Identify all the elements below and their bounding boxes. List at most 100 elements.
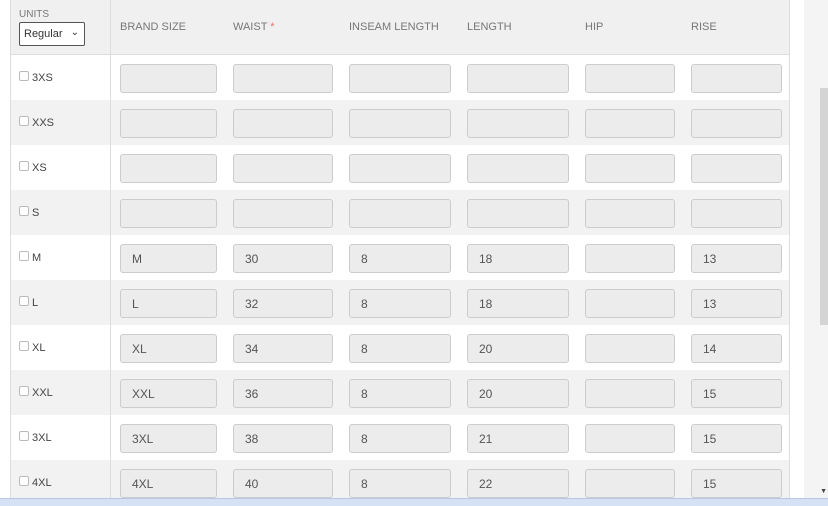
waist-input[interactable]: 38 [233, 424, 333, 453]
waist-input[interactable]: 32 [233, 289, 333, 318]
size-checkbox[interactable] [19, 431, 29, 441]
inseam-length-input[interactable] [349, 199, 451, 228]
scrollbar-thumb[interactable] [820, 88, 828, 325]
waist-input[interactable]: 30 [233, 244, 333, 273]
inseam-length-input[interactable]: 8 [349, 469, 451, 498]
hip-input[interactable] [585, 199, 675, 228]
inseam-length-input[interactable] [349, 154, 451, 183]
header-length: LENGTH [467, 21, 512, 33]
size-label: 3XS [32, 72, 53, 84]
header-hip: HIP [585, 21, 604, 33]
inseam-length-input[interactable]: 8 [349, 244, 451, 273]
size-checkbox[interactable] [19, 476, 29, 486]
waist-input[interactable] [233, 199, 333, 228]
length-input[interactable]: 18 [467, 244, 569, 273]
waist-input[interactable]: 40 [233, 469, 333, 498]
bottom-bar [0, 498, 828, 506]
rise-input[interactable]: 15 [691, 379, 782, 408]
size-label: XL [32, 342, 46, 354]
header-brand-size: BRAND SIZE [120, 21, 187, 33]
hip-input[interactable] [585, 109, 675, 138]
size-label: S [32, 207, 40, 219]
rise-input[interactable] [691, 154, 782, 183]
inseam-length-input[interactable]: 8 [349, 424, 451, 453]
length-input[interactable] [467, 154, 569, 183]
waist-input[interactable] [233, 109, 333, 138]
table-row: XS [11, 145, 789, 190]
rise-input[interactable] [691, 64, 782, 93]
brand-size-input[interactable]: 3XL [120, 424, 217, 453]
length-input[interactable]: 21 [467, 424, 569, 453]
brand-size-input[interactable]: M [120, 244, 217, 273]
table-row: 3XL 3XL 38 8 21 15 [11, 415, 789, 460]
rise-input[interactable]: 15 [691, 469, 782, 498]
size-label: XXL [32, 387, 53, 399]
hip-input[interactable] [585, 154, 675, 183]
length-input[interactable]: 20 [467, 334, 569, 363]
units-selected: Regular [24, 28, 63, 40]
inseam-length-input[interactable] [349, 64, 451, 93]
size-checkbox[interactable] [19, 386, 29, 396]
required-mark: * [270, 21, 275, 33]
brand-size-input[interactable]: XXL [120, 379, 217, 408]
table-row: 4XL 4XL 40 8 22 15 [11, 460, 789, 498]
column-divider [110, 0, 111, 498]
hip-input[interactable] [585, 379, 675, 408]
inseam-length-input[interactable]: 8 [349, 379, 451, 408]
rise-input[interactable] [691, 199, 782, 228]
waist-input[interactable]: 36 [233, 379, 333, 408]
hip-input[interactable] [585, 334, 675, 363]
header-waist-label: WAIST [233, 21, 268, 33]
waist-input[interactable] [233, 154, 333, 183]
size-label: M [32, 252, 42, 264]
table-row: XXS [11, 100, 789, 145]
rise-input[interactable]: 13 [691, 289, 782, 318]
size-checkbox[interactable] [19, 296, 29, 306]
inseam-length-input[interactable]: 8 [349, 289, 451, 318]
inseam-length-input[interactable] [349, 109, 451, 138]
length-input[interactable] [467, 109, 569, 138]
rise-input[interactable]: 14 [691, 334, 782, 363]
chevron-down-icon: ⌄ [70, 27, 79, 38]
brand-size-input[interactable] [120, 64, 217, 93]
length-input[interactable] [467, 199, 569, 228]
length-input[interactable]: 20 [467, 379, 569, 408]
brand-size-input[interactable]: XL [120, 334, 217, 363]
hip-input[interactable] [585, 289, 675, 318]
table-row: L L 32 8 18 13 [11, 280, 789, 325]
rise-input[interactable]: 13 [691, 244, 782, 273]
brand-size-input[interactable]: 4XL [120, 469, 217, 498]
hip-input[interactable] [585, 64, 675, 93]
rise-input[interactable]: 15 [691, 424, 782, 453]
size-checkbox[interactable] [19, 206, 29, 216]
waist-input[interactable] [233, 64, 333, 93]
inseam-length-input[interactable]: 8 [349, 334, 451, 363]
size-checkbox[interactable] [19, 341, 29, 351]
scrollbar[interactable]: ▼ [804, 0, 828, 498]
length-input[interactable]: 22 [467, 469, 569, 498]
brand-size-input[interactable]: L [120, 289, 217, 318]
scroll-down-arrow-icon[interactable]: ▼ [820, 488, 827, 495]
size-checkbox[interactable] [19, 71, 29, 81]
length-input[interactable] [467, 64, 569, 93]
table-row: XXL XXL 36 8 20 15 [11, 370, 789, 415]
size-label: XS [32, 162, 47, 174]
rise-input[interactable] [691, 109, 782, 138]
table-row: S [11, 190, 789, 235]
size-label: XXS [32, 117, 55, 129]
size-checkbox[interactable] [19, 116, 29, 126]
brand-size-input[interactable] [120, 199, 217, 228]
length-input[interactable]: 18 [467, 289, 569, 318]
hip-input[interactable] [585, 244, 675, 273]
brand-size-input[interactable] [120, 154, 217, 183]
waist-input[interactable]: 34 [233, 334, 333, 363]
size-label: 4XL [32, 477, 52, 489]
size-checkbox[interactable] [19, 251, 29, 261]
hip-input[interactable] [585, 469, 675, 498]
table-row: M M 30 8 18 13 [11, 235, 789, 280]
units-select[interactable]: Regular ⌄ [19, 22, 85, 46]
size-label: 3XL [32, 432, 52, 444]
hip-input[interactable] [585, 424, 675, 453]
size-checkbox[interactable] [19, 161, 29, 171]
brand-size-input[interactable] [120, 109, 217, 138]
